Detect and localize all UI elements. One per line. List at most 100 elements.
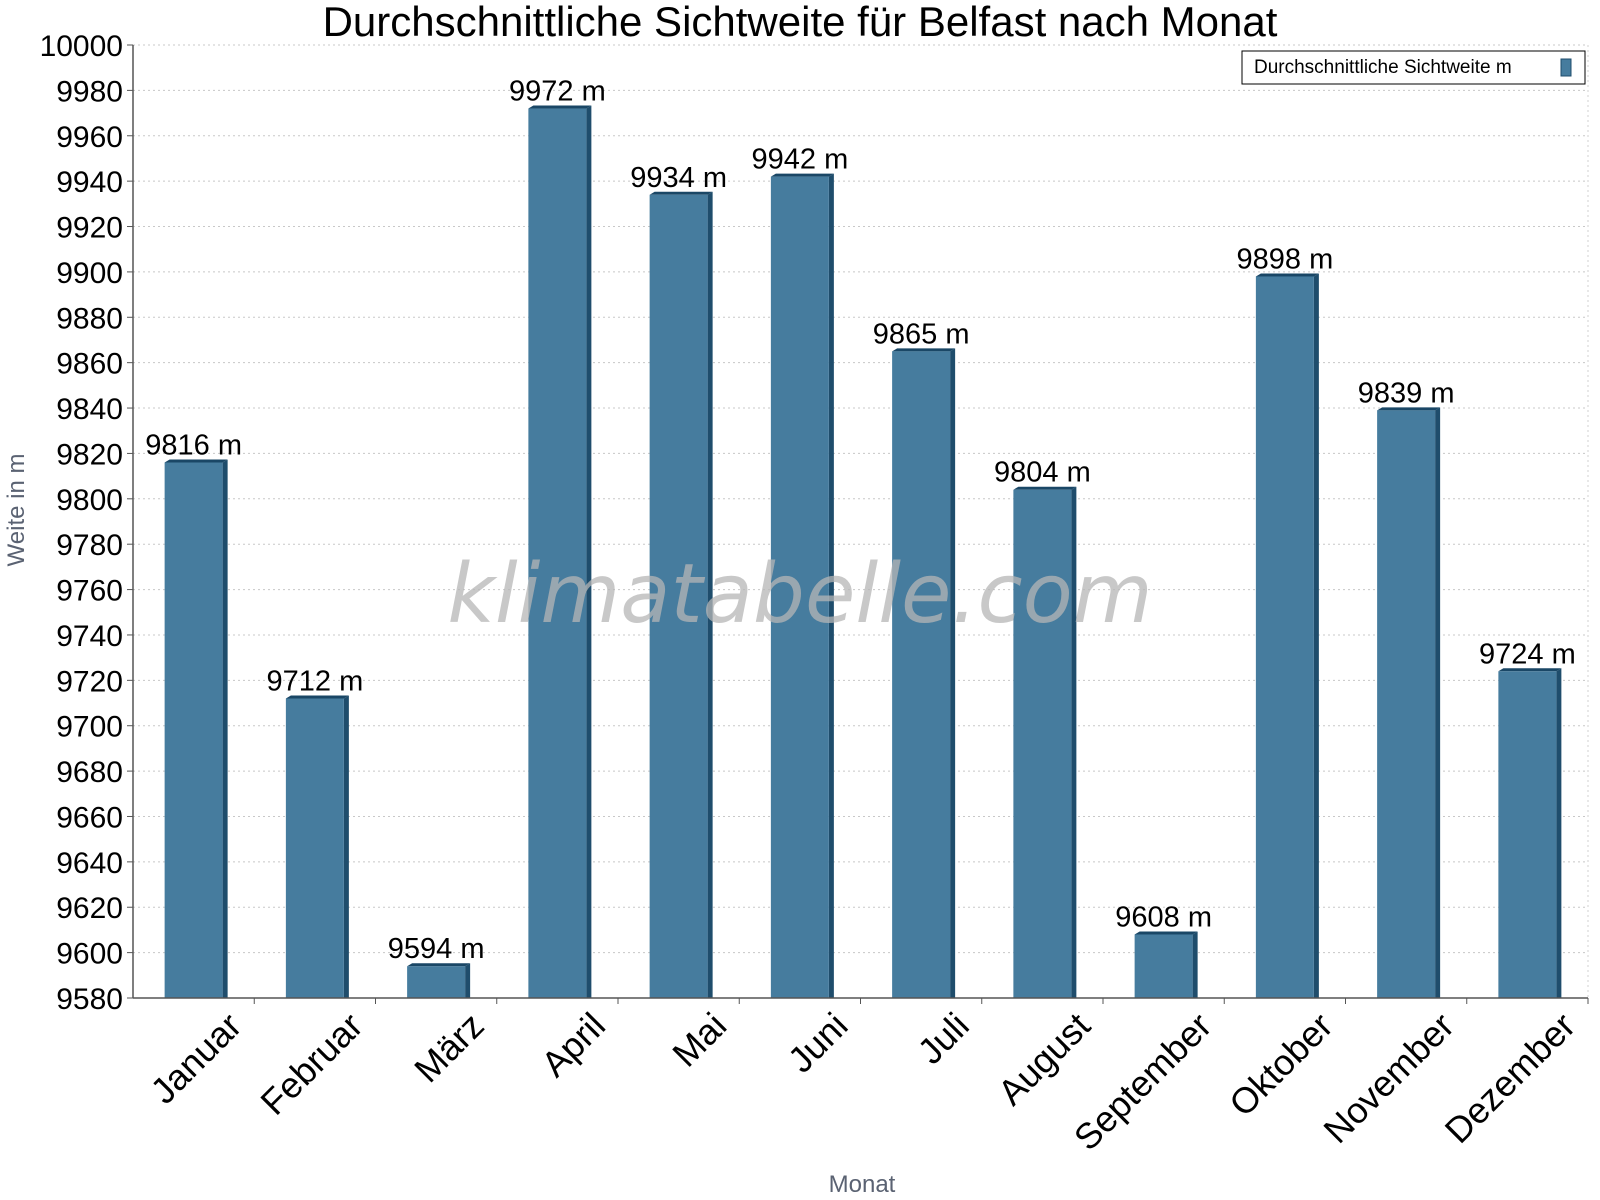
bar-face <box>285 698 344 998</box>
bar-face <box>407 966 466 998</box>
bar-august <box>1013 486 1077 998</box>
bar-side <box>707 191 713 998</box>
y-tick-label: 9600 <box>56 938 123 971</box>
data-label: 9594 m <box>388 933 485 965</box>
y-axis-label: Weite in m <box>3 454 30 567</box>
bar-märz <box>407 963 471 998</box>
bar-top <box>770 173 834 177</box>
bar-side <box>1071 486 1077 998</box>
y-tick-label: 9580 <box>56 983 123 1016</box>
y-tick-label: 9820 <box>56 438 123 471</box>
bar-top <box>407 963 471 967</box>
data-label: 9608 m <box>1115 901 1212 933</box>
y-tick-label: 9760 <box>56 575 123 608</box>
data-label: 9865 m <box>873 318 970 350</box>
y-tick-label: 9880 <box>56 302 123 335</box>
bar-top <box>1013 486 1077 490</box>
y-tick-label: 9720 <box>56 665 123 698</box>
bar-september <box>1134 931 1198 998</box>
bar-top <box>1134 931 1198 935</box>
x-tick-label: März <box>406 1005 492 1091</box>
legend-box <box>1241 50 1586 85</box>
y-tick-label: 9640 <box>56 847 123 880</box>
bar-side <box>343 695 349 998</box>
y-tick-label: 9740 <box>56 620 123 653</box>
bar-side <box>828 173 834 999</box>
y-tick-label: 9960 <box>56 121 123 154</box>
x-tick-label: Dezember <box>1437 1005 1583 1151</box>
x-tick-label: Februar <box>252 1005 370 1123</box>
y-tick-label: 9620 <box>56 892 123 925</box>
x-tick-label: November <box>1315 1005 1461 1151</box>
bar-side <box>1435 407 1441 999</box>
x-tick-label: Oktober <box>1221 1005 1341 1125</box>
legend-label: Durchschnittliche Sichtweite m <box>1254 57 1512 78</box>
legend: Durchschnittliche Sichtweite m <box>1241 50 1586 85</box>
bar-face <box>770 176 829 999</box>
bar-top <box>1255 273 1319 277</box>
bar-face <box>649 194 708 998</box>
y-tick-label: 9840 <box>56 393 123 426</box>
bar-dezember <box>1498 668 1562 998</box>
y-tick-label: 9780 <box>56 529 123 562</box>
data-label: 9712 m <box>267 665 364 697</box>
y-tick-label: 9980 <box>56 75 123 108</box>
y-tick-label: 9860 <box>56 348 123 381</box>
bar-november <box>1377 407 1441 999</box>
bar-juli <box>892 348 956 999</box>
bar-februar <box>285 695 349 998</box>
bar-side <box>1556 668 1562 998</box>
data-label: 9816 m <box>145 430 242 462</box>
bar-side <box>950 348 956 999</box>
bar-face <box>1134 934 1193 998</box>
bar-side <box>1313 273 1319 998</box>
legend-swatch <box>1560 58 1572 77</box>
bar-side <box>222 459 228 998</box>
bar-side <box>465 963 471 998</box>
bar-face <box>1013 489 1072 998</box>
chart-title: Durchschnittliche Sichtweite für Belfast… <box>323 0 1278 45</box>
bar-top <box>285 695 349 699</box>
bar-mai <box>649 191 713 998</box>
bar-januar <box>164 459 228 998</box>
x-tick-label: Mai <box>664 1005 734 1075</box>
y-axis-ticks: 9580 9600 9620 9640 9660 9680 9700 9720 9740 9760… <box>40 30 133 1016</box>
y-tick-label: 9700 <box>56 711 123 744</box>
bar-face <box>164 462 223 998</box>
data-label: 9934 m <box>630 162 727 194</box>
bar-juni <box>770 173 834 999</box>
data-label: 9839 m <box>1358 377 1455 409</box>
x-tick-label: Januar <box>142 1005 249 1112</box>
x-axis-label: Monat <box>829 1171 896 1198</box>
data-label: 9942 m <box>752 144 849 176</box>
bar-april <box>528 105 592 999</box>
data-label: 9804 m <box>994 457 1091 489</box>
x-tick-label: Juni <box>780 1005 856 1081</box>
y-tick-label: 9900 <box>56 257 123 290</box>
bar-side <box>1192 931 1198 998</box>
bar-oktober <box>1255 273 1319 998</box>
bar-face <box>1498 671 1557 998</box>
bar-top <box>528 105 592 109</box>
bar-top <box>1377 407 1441 411</box>
data-label: 9898 m <box>1237 243 1334 275</box>
bar-side <box>586 105 592 999</box>
bar-top <box>649 191 713 195</box>
y-tick-label: 9680 <box>56 756 123 789</box>
axes <box>132 45 1588 999</box>
bar-face <box>1377 410 1436 999</box>
bars <box>164 105 1562 999</box>
data-labels: 9816 m 9712 m 9594 m 9972 m 9934 m 9942 m 9865… <box>145 76 1575 966</box>
y-tick-label: 10000 <box>40 30 123 63</box>
y-tick-label: 9920 <box>56 212 123 245</box>
bar-face <box>528 108 587 999</box>
bar-face <box>892 351 951 999</box>
y-tick-label: 9940 <box>56 166 123 199</box>
bar-face <box>1255 276 1314 998</box>
x-tick-label: Juli <box>910 1005 977 1072</box>
y-tick-label: 9800 <box>56 484 123 517</box>
x-axis-ticks: Januar Februar März April Mai Juni Juli AugustS… <box>142 998 1589 1158</box>
bar-top <box>1498 668 1562 672</box>
data-label: 9972 m <box>509 76 606 108</box>
